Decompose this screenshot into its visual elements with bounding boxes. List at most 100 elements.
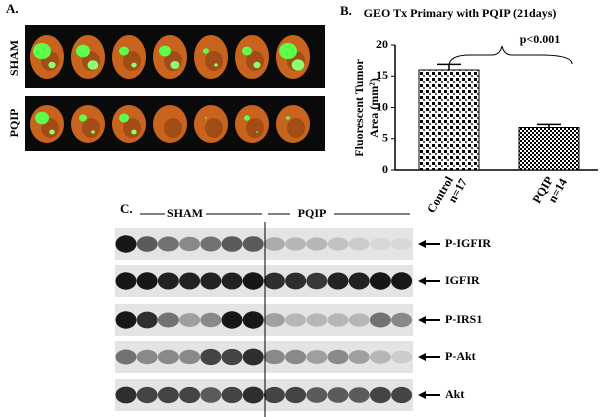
bar <box>418 69 480 171</box>
fluorescence <box>131 129 137 135</box>
band <box>242 236 264 252</box>
fluorescence <box>33 42 51 60</box>
fluorescence <box>253 61 261 69</box>
annotation: p<0.001 <box>520 32 561 46</box>
band <box>391 312 413 328</box>
y-axis-label: Fluorescent Tumor <box>352 59 366 157</box>
fluorescence <box>286 116 290 120</box>
band <box>369 350 391 364</box>
fluorescence <box>203 48 209 54</box>
band <box>200 387 222 403</box>
band <box>157 312 179 328</box>
organ-shade <box>205 118 223 138</box>
fluorescence <box>91 130 95 134</box>
fluorescence <box>214 63 218 67</box>
band <box>263 349 285 365</box>
fluorescence <box>159 45 171 57</box>
organ-shade <box>205 51 223 71</box>
group-label: PQIP <box>298 206 327 220</box>
band <box>157 349 179 365</box>
group-label: SHAM <box>167 206 203 220</box>
blot <box>115 341 413 373</box>
band <box>200 312 222 328</box>
band <box>200 272 222 290</box>
fluorescence <box>205 117 207 119</box>
band <box>285 237 307 251</box>
band <box>179 236 201 252</box>
band <box>391 350 413 364</box>
band <box>179 272 201 290</box>
band <box>157 386 179 404</box>
band <box>306 237 328 251</box>
fluorescence <box>87 60 99 70</box>
band <box>369 386 391 404</box>
row-label: SHAM <box>7 40 21 76</box>
band <box>348 272 370 290</box>
band <box>348 237 370 251</box>
band <box>221 236 243 252</box>
organ-shade <box>82 118 100 138</box>
significance-bracket <box>448 45 573 67</box>
band <box>285 272 307 290</box>
band <box>348 350 370 364</box>
band <box>327 349 349 365</box>
band <box>348 387 370 403</box>
organ-shade <box>287 118 305 138</box>
blot-label: Akt <box>445 387 464 401</box>
fluorescence <box>244 115 250 121</box>
band <box>136 311 158 329</box>
arrow-head <box>418 240 426 248</box>
fluorescence <box>79 114 87 122</box>
band <box>306 387 328 403</box>
band <box>221 386 243 404</box>
y-tick-label: 5 <box>382 131 388 145</box>
band <box>306 313 328 327</box>
organ-shade <box>123 51 141 71</box>
fluorescence <box>242 46 252 56</box>
fluorescence <box>49 129 55 135</box>
fluorescence <box>170 61 180 69</box>
band <box>391 272 413 290</box>
y-axis-label: Area (mm²) <box>367 78 381 138</box>
band <box>115 235 137 253</box>
band <box>136 272 158 290</box>
band <box>200 236 222 252</box>
band <box>115 311 137 329</box>
band <box>263 272 285 290</box>
fluorescence <box>76 44 90 58</box>
band <box>306 350 328 364</box>
row-label: PQIP <box>7 109 21 138</box>
band <box>391 386 413 404</box>
organ-shade <box>123 118 141 138</box>
band <box>327 387 349 403</box>
fluorescence <box>131 62 137 68</box>
y-tick-label: 15 <box>376 68 388 82</box>
blot-label: P-Akt <box>445 349 476 363</box>
y-tick-label: 0 <box>382 162 388 176</box>
band <box>157 272 179 290</box>
panel-label: A. <box>6 1 19 16</box>
band <box>136 236 158 252</box>
band <box>115 349 137 365</box>
organ-images <box>30 35 310 143</box>
blot-label: IGFIR <box>445 273 480 287</box>
band <box>285 349 307 365</box>
organ-shade <box>246 118 264 138</box>
blot-label: P-IGFIR <box>445 236 491 250</box>
band <box>263 386 285 404</box>
arrow-head <box>418 316 426 324</box>
panel-label: C. <box>120 201 133 216</box>
band <box>242 272 264 290</box>
band <box>200 348 222 366</box>
band <box>285 386 307 404</box>
band <box>179 386 201 404</box>
band <box>242 311 264 329</box>
band <box>136 386 158 404</box>
band <box>136 349 158 365</box>
band <box>306 272 328 290</box>
fluorescence <box>35 111 49 125</box>
western-blots <box>115 222 440 417</box>
chart-title: GEO Tx Primary with PQIP (21days) <box>364 6 557 20</box>
band <box>285 313 307 327</box>
band <box>242 386 264 404</box>
